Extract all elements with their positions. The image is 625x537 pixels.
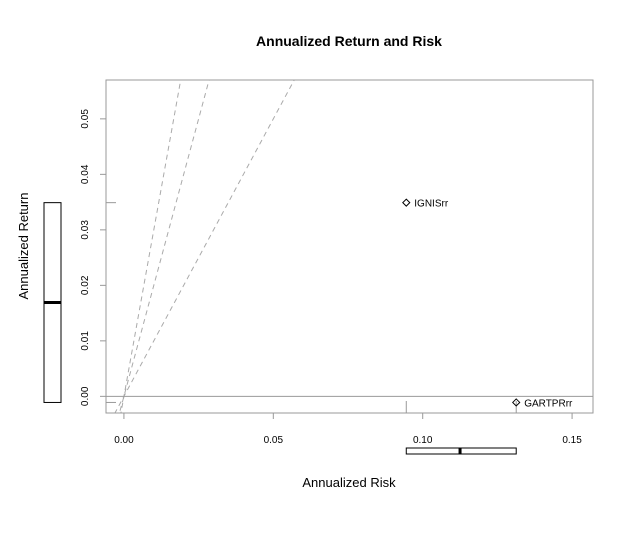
x-axis-label: Annualized Risk bbox=[302, 475, 396, 490]
y-tick-label: 0.05 bbox=[80, 109, 91, 129]
y-axis-label: Annualized Return bbox=[16, 193, 31, 300]
data-point-label-2: GARTPRrr bbox=[524, 398, 573, 409]
chart-title: Annualized Return and Risk bbox=[256, 33, 442, 49]
data-point-2 bbox=[512, 398, 521, 407]
plot-area: 0.00 0.05 0.10 0.15 0.00 0.01 0.02 0.03 0.04 0.05… bbox=[43, 79, 594, 455]
x-tick-label: 0.15 bbox=[562, 435, 582, 446]
data-point-label-1: IGNISrr bbox=[414, 199, 449, 210]
y-tick-label: 0.00 bbox=[80, 386, 91, 406]
y-tick-label: 0.01 bbox=[80, 331, 91, 351]
x-tick-label: 0.00 bbox=[114, 435, 134, 446]
y-tick-label: 0.04 bbox=[80, 164, 91, 184]
y-tick-label: 0.02 bbox=[80, 275, 91, 295]
x-tick-label: 0.10 bbox=[413, 435, 433, 446]
reference-line-1 bbox=[120, 80, 182, 413]
y-tick-label: 0.03 bbox=[80, 220, 91, 240]
data-point-1 bbox=[402, 198, 411, 207]
reference-line-2 bbox=[118, 80, 210, 413]
reference-line-3 bbox=[114, 80, 295, 413]
plot-frame bbox=[105, 79, 594, 414]
x-tick-label: 0.05 bbox=[264, 435, 284, 446]
